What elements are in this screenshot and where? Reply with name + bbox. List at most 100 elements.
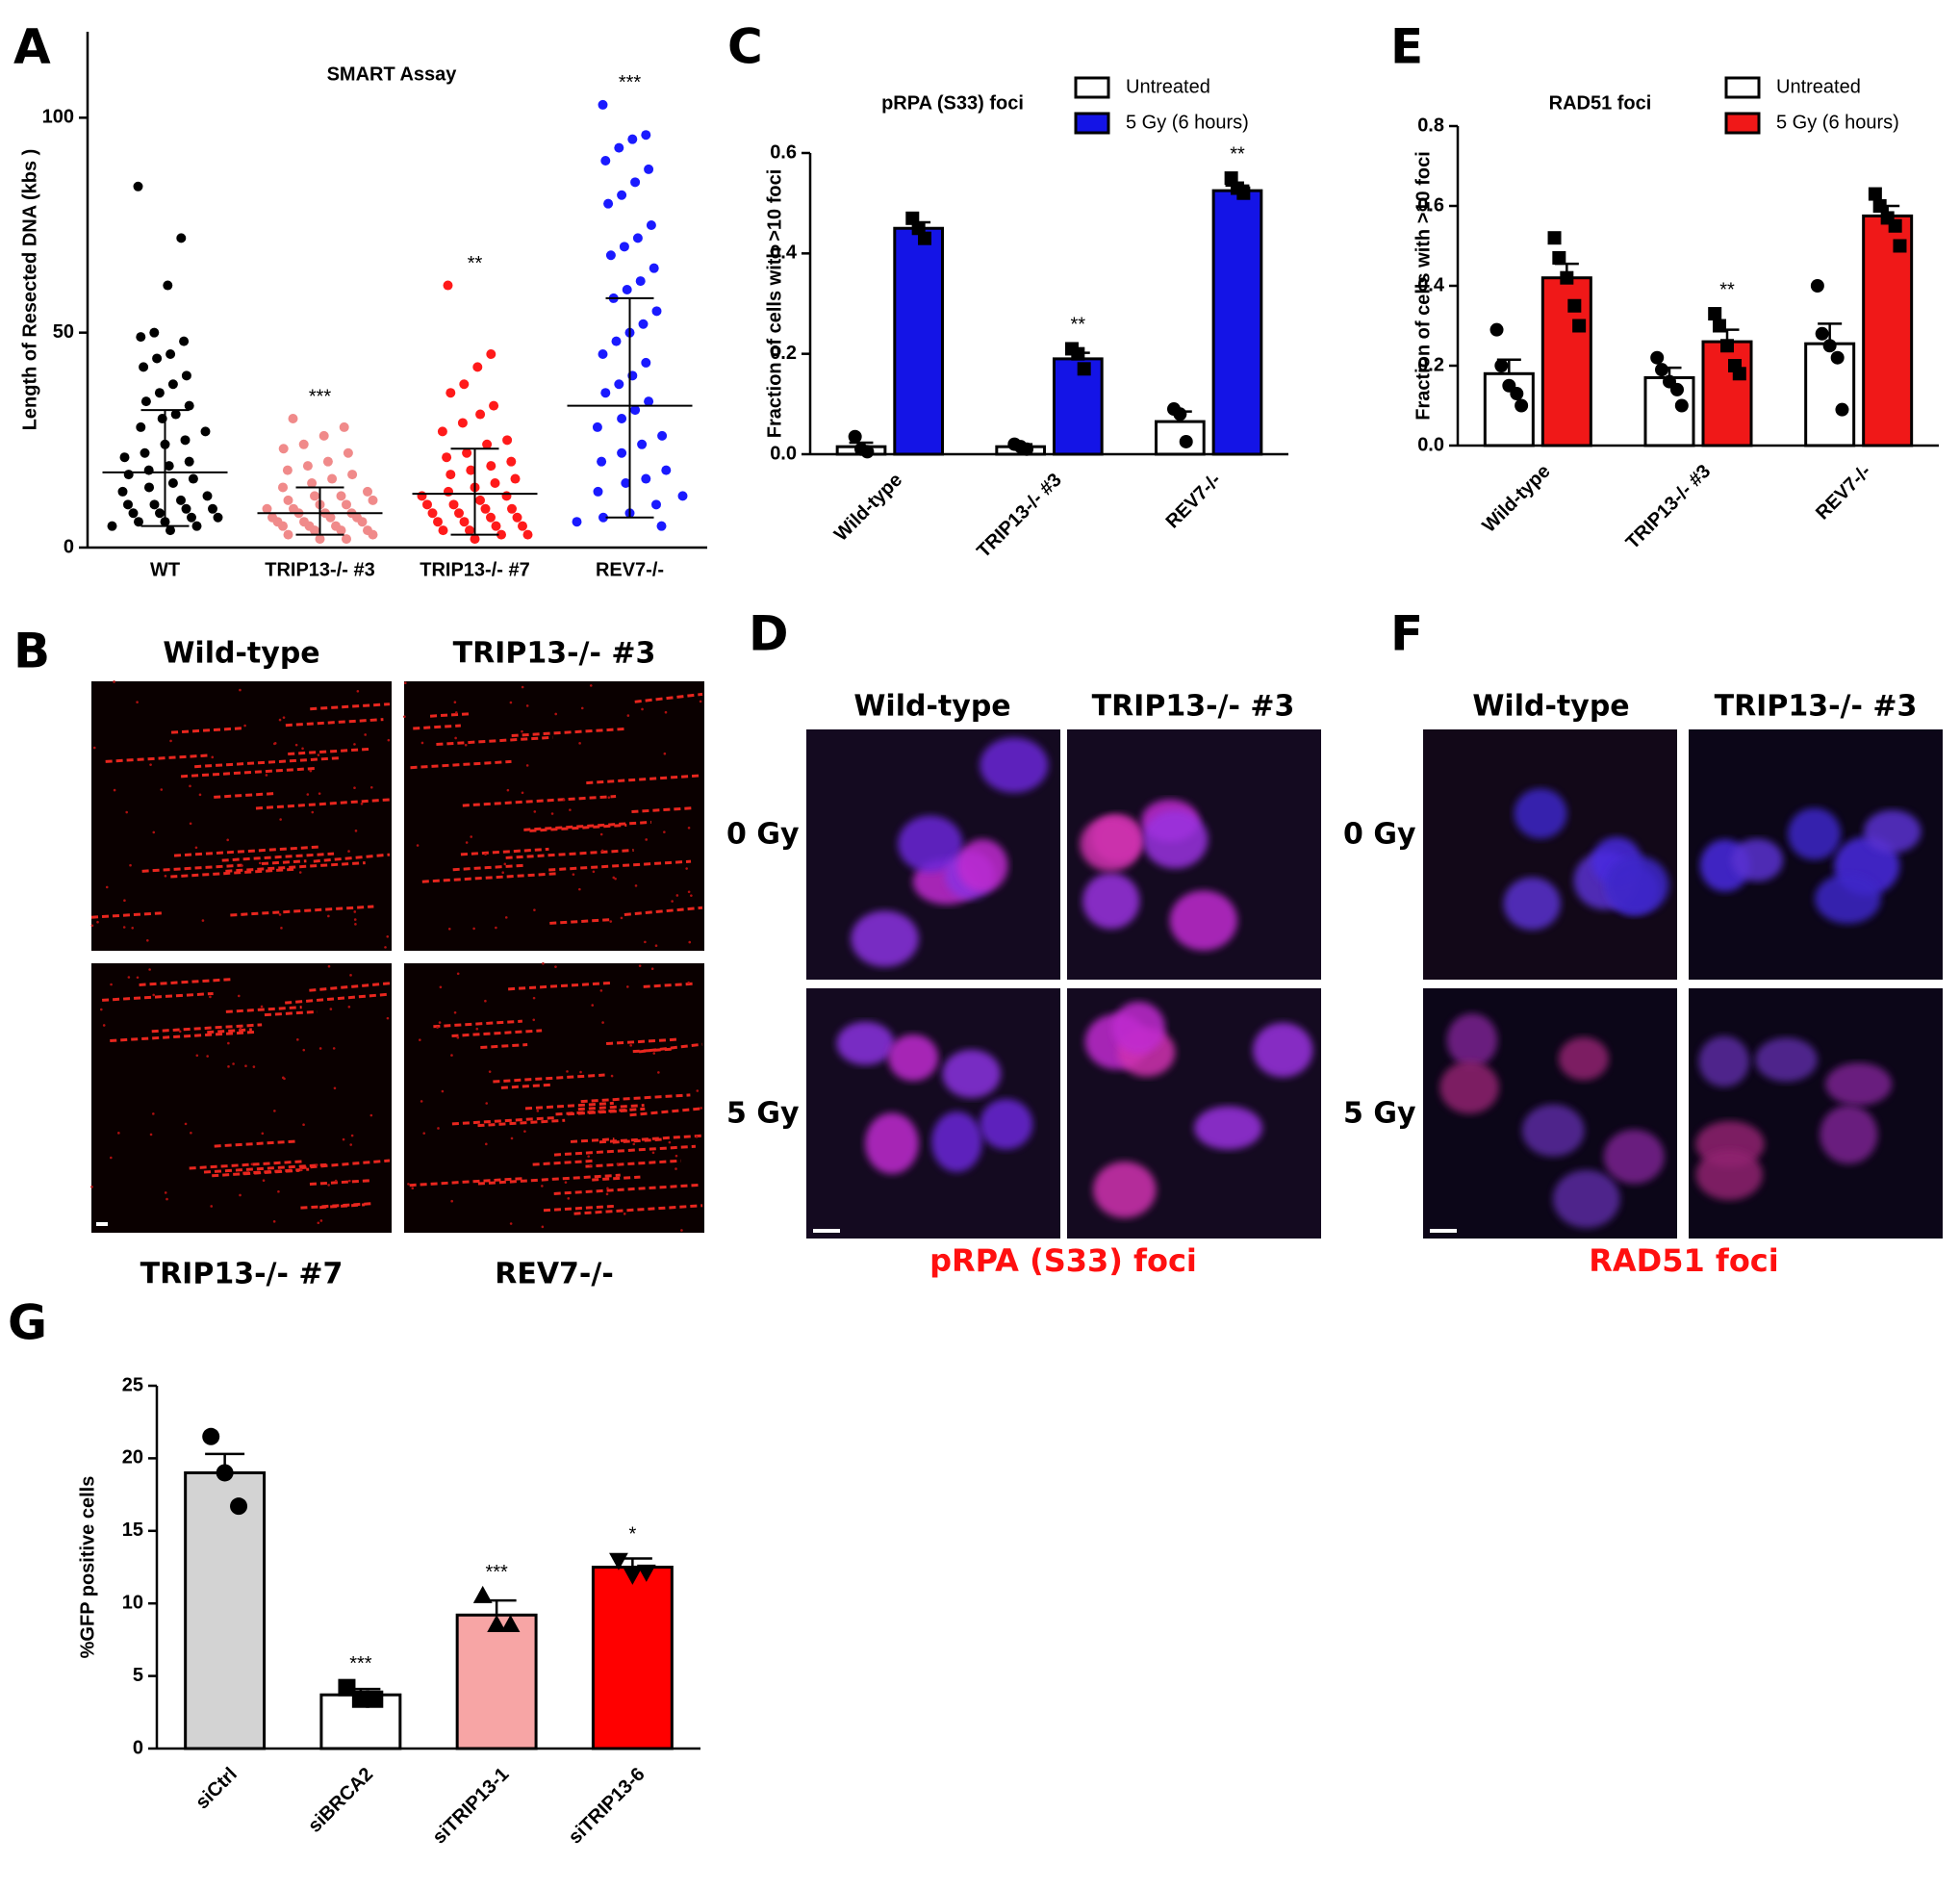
image-label: TRIP13-/- #3	[453, 637, 656, 671]
speck	[579, 1070, 582, 1074]
fiber	[180, 766, 317, 779]
fiber	[632, 1047, 675, 1054]
data-point	[603, 198, 614, 209]
speck	[160, 788, 164, 791]
speck	[542, 961, 545, 965]
y-tick-label: 0	[64, 536, 74, 557]
speck	[360, 802, 364, 805]
data-point	[1872, 199, 1887, 213]
bar	[319, 1693, 402, 1750]
speck	[612, 876, 616, 880]
data-point	[342, 499, 351, 510]
speck	[465, 841, 469, 844]
speck	[420, 1100, 423, 1103]
significance: ***	[309, 386, 332, 407]
fiber	[624, 906, 703, 916]
scale-bar	[813, 1229, 840, 1233]
data-point	[165, 349, 176, 359]
data-point	[1179, 434, 1193, 448]
speck	[329, 1008, 333, 1010]
data-point	[651, 499, 661, 510]
data-point	[656, 521, 667, 531]
speck	[278, 913, 282, 916]
speck	[195, 1054, 199, 1058]
speck	[641, 707, 644, 711]
speck	[206, 1055, 209, 1058]
speck	[589, 1163, 592, 1167]
image-tile	[91, 681, 392, 951]
speck	[416, 844, 420, 847]
speck	[306, 793, 310, 796]
data-point	[208, 503, 217, 514]
speck	[541, 1185, 544, 1188]
fiber	[477, 1173, 621, 1186]
speck	[113, 788, 116, 792]
nucleus	[1169, 890, 1237, 951]
fiber	[493, 1073, 605, 1084]
image-label: TRIP13-/- #3	[1092, 690, 1295, 724]
fiber	[90, 911, 164, 919]
data-point	[1494, 359, 1509, 372]
data-point	[347, 470, 358, 480]
data-point	[117, 486, 128, 497]
speck	[364, 733, 367, 736]
data-point	[283, 529, 293, 540]
fiber	[524, 1101, 614, 1111]
speck	[450, 1054, 453, 1057]
speck	[90, 1186, 93, 1188]
nucleus	[1604, 856, 1669, 914]
data-point	[438, 525, 448, 536]
speck	[554, 965, 557, 968]
fiber	[413, 724, 461, 730]
speck	[311, 810, 315, 814]
speck	[436, 1026, 439, 1029]
speck	[687, 890, 691, 894]
speck	[634, 884, 638, 887]
data-point	[487, 1615, 507, 1633]
fiber	[264, 1009, 318, 1017]
data-point	[454, 508, 464, 519]
data-point	[136, 421, 146, 432]
speck	[484, 853, 487, 856]
fiber	[592, 1175, 641, 1182]
fiber	[462, 795, 617, 807]
panel-label: G	[8, 1295, 47, 1351]
data-point	[310, 525, 319, 536]
data-point	[123, 499, 133, 510]
nucleus	[1142, 810, 1209, 869]
data-point	[336, 525, 346, 536]
fiber	[505, 848, 634, 859]
speck	[685, 867, 688, 870]
data-point	[600, 156, 611, 166]
speck	[501, 871, 504, 875]
data-point	[644, 164, 654, 174]
speck	[605, 1192, 609, 1196]
data-point	[191, 521, 202, 531]
bar	[1211, 189, 1263, 456]
fiber	[543, 1204, 616, 1213]
speck	[241, 864, 243, 867]
speck	[485, 1142, 488, 1146]
speck	[165, 1197, 168, 1201]
data-point	[641, 130, 651, 140]
data-point	[470, 534, 480, 545]
speck	[309, 769, 313, 773]
fiber	[189, 1160, 304, 1170]
data-point	[1071, 346, 1085, 361]
fiber	[255, 798, 391, 810]
data-point	[475, 495, 485, 505]
y-tick-label: 0.0	[770, 443, 797, 464]
fiber	[511, 727, 627, 738]
data-point	[1077, 362, 1091, 376]
data-point	[278, 482, 288, 493]
significance: **	[1230, 143, 1245, 165]
speck	[572, 873, 575, 876]
fiber	[586, 774, 703, 785]
data-point	[496, 529, 506, 540]
data-point	[149, 499, 160, 510]
nucleus	[1558, 1036, 1609, 1081]
data-point	[417, 491, 427, 501]
speck	[356, 690, 360, 693]
data-point	[437, 426, 447, 437]
